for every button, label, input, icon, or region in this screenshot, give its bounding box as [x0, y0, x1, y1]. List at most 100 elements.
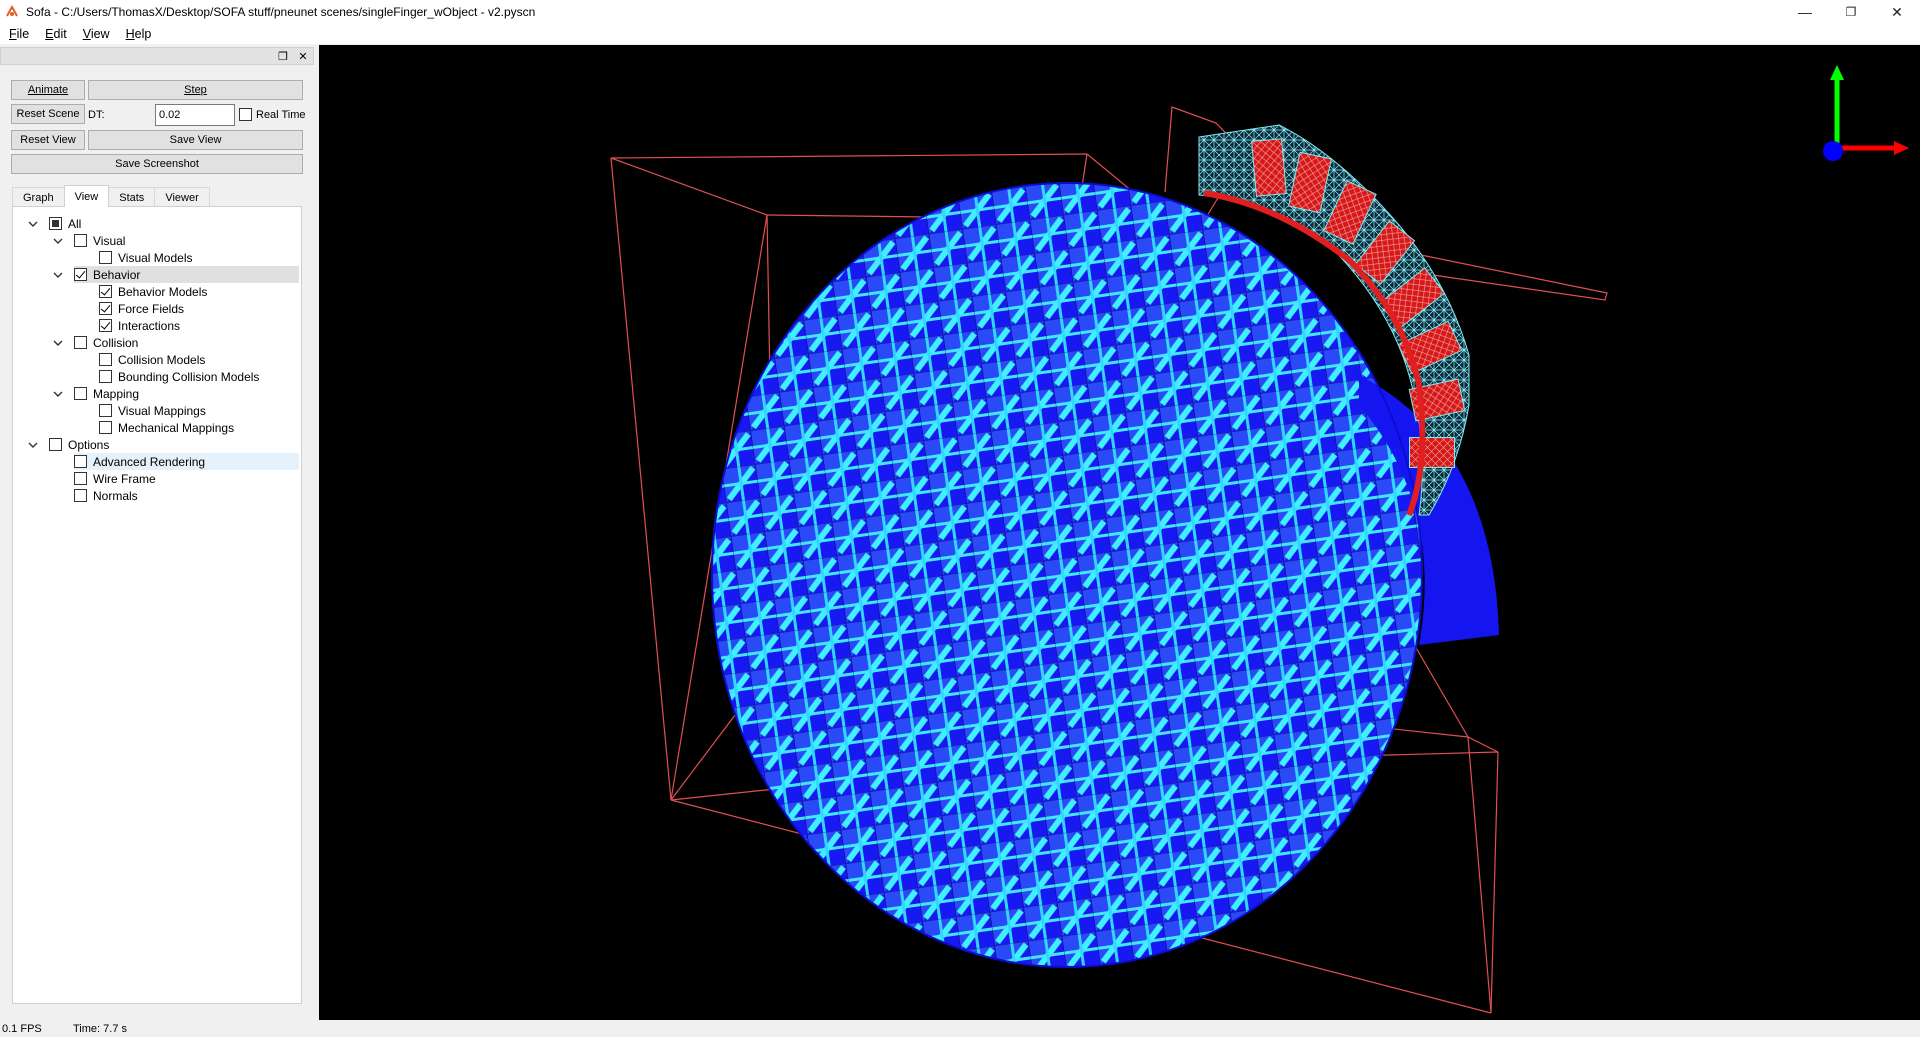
title-bar: Sofa - C:/Users/ThomasX/Desktop/SOFA stu…	[0, 0, 1920, 24]
tree-item-label: Behavior Models	[118, 284, 208, 299]
tab-view[interactable]: View	[63, 185, 110, 207]
close-window-button[interactable]: ✕	[1874, 0, 1920, 24]
checkbox[interactable]	[74, 489, 87, 502]
bounding-box-edge	[1490, 751, 1499, 1014]
checkbox[interactable]	[74, 387, 87, 400]
control-panel: ❐ ✕ Animate Step Reset Scene DT: Real Ti…	[0, 45, 316, 1020]
tree-item-label: Wire Frame	[93, 471, 156, 486]
deformable-sphere	[712, 183, 1422, 967]
window-title: Sofa - C:/Users/ThomasX/Desktop/SOFA stu…	[26, 5, 536, 19]
tree-item-collision-models[interactable]: Collision Models	[99, 351, 299, 368]
tree-item-label: Mechanical Mappings	[118, 420, 235, 435]
chevron-down-icon[interactable]	[52, 235, 64, 247]
checkbox[interactable]	[99, 319, 112, 332]
restore-button[interactable]: ❐	[1828, 0, 1874, 24]
checkbox[interactable]	[74, 472, 87, 485]
tab-graph[interactable]: Graph	[12, 187, 65, 207]
checkbox[interactable]	[49, 217, 62, 230]
save-view-button[interactable]: Save View	[88, 130, 303, 150]
tree-item-label: Collision	[93, 335, 139, 350]
tab-stats[interactable]: Stats	[108, 187, 156, 207]
x-axis-arrow	[1894, 141, 1909, 155]
close-dock-button[interactable]: ✕	[295, 48, 311, 64]
dock-header: ❐ ✕	[0, 47, 314, 65]
tree-item-label: Visual	[93, 233, 126, 248]
sofa-app-icon	[6, 4, 18, 17]
tree-item-wire-frame[interactable]: Wire Frame	[74, 470, 299, 487]
dt-input[interactable]	[155, 104, 235, 126]
tree-item-behavior[interactable]: Behavior	[74, 266, 299, 283]
menu-file[interactable]: File	[9, 27, 30, 41]
minimize-button[interactable]: —	[1782, 0, 1828, 24]
close-icon: ✕	[298, 50, 308, 63]
reset-view-button[interactable]: Reset View	[11, 130, 85, 150]
checkbox[interactable]	[99, 370, 112, 383]
tree-item-label: Collision Models	[118, 352, 206, 367]
restore-icon: ❐	[1845, 5, 1857, 19]
time-readout: Time: 7.7 s	[73, 1023, 127, 1035]
checkbox[interactable]	[49, 438, 62, 451]
bounding-box-edge	[610, 157, 672, 801]
checkbox[interactable]	[99, 251, 112, 264]
checkbox[interactable]	[99, 285, 112, 298]
finger-bounding-box	[1418, 254, 1608, 301]
tree-item-label: Visual Mappings	[118, 403, 206, 418]
minimize-icon: —	[1798, 4, 1812, 20]
step-button[interactable]: Step	[88, 80, 303, 100]
save-screenshot-button[interactable]: Save Screenshot	[11, 154, 303, 174]
checkbox[interactable]	[74, 268, 87, 281]
status-bar: 0.1 FPS Time: 7.7 s	[0, 1020, 1920, 1037]
chevron-down-icon[interactable]	[52, 269, 64, 281]
tree-item-force-fields[interactable]: Force Fields	[99, 300, 299, 317]
bounding-box-edge	[1467, 736, 1492, 1014]
panel-tabs: Graph View Stats Viewer	[12, 185, 210, 207]
finger-air-chamber	[1251, 138, 1287, 197]
bounding-box-edge	[610, 153, 1088, 159]
tree-item-all[interactable]: All	[49, 215, 299, 232]
3d-viewport[interactable]	[319, 45, 1920, 1020]
chevron-down-icon[interactable]	[27, 439, 39, 451]
checkbox[interactable]	[74, 336, 87, 349]
tree-item-collision[interactable]: Collision	[74, 334, 299, 351]
tree-item-label: All	[68, 216, 82, 231]
menu-edit[interactable]: Edit	[45, 27, 67, 41]
reset-scene-button[interactable]: Reset Scene	[11, 104, 85, 124]
finger-air-chamber	[1288, 151, 1332, 214]
menu-help[interactable]: Help	[125, 27, 152, 41]
tree-item-label: Interactions	[118, 318, 181, 333]
tree-item-label: Options	[68, 437, 110, 452]
chevron-down-icon[interactable]	[27, 218, 39, 230]
fps-readout: 0.1 FPS	[2, 1023, 42, 1035]
chevron-down-icon[interactable]	[52, 337, 64, 349]
tree-item-label: Visual Models	[118, 250, 193, 265]
tree-item-advanced-rendering[interactable]: Advanced Rendering	[74, 453, 299, 470]
sphere-outline	[711, 182, 1423, 968]
tree-item-visual-models[interactable]: Visual Models	[99, 249, 299, 266]
animate-button[interactable]: Animate	[11, 80, 85, 100]
tree-item-visual[interactable]: Visual	[74, 232, 299, 249]
checkbox[interactable]	[99, 302, 112, 315]
z-axis	[1823, 141, 1843, 161]
float-dock-button[interactable]: ❐	[275, 48, 291, 64]
tree-item-interactions[interactable]: Interactions	[99, 317, 299, 334]
checkbox[interactable]	[99, 404, 112, 417]
tree-item-label: Behavior	[93, 267, 141, 282]
checkbox[interactable]	[99, 353, 112, 366]
dt-label: DT:	[88, 109, 105, 121]
real-time-checkbox[interactable]	[239, 108, 252, 121]
checkbox[interactable]	[74, 234, 87, 247]
tab-viewer[interactable]: Viewer	[154, 187, 210, 207]
scene-render[interactable]	[319, 45, 1920, 1020]
menu-view[interactable]: View	[82, 27, 110, 41]
chevron-down-icon[interactable]	[52, 388, 64, 400]
tree-item-mapping[interactable]: Mapping	[74, 385, 299, 402]
view-options-tree: All Visual Visual Models Behavior Behavior M…	[12, 206, 302, 1004]
tree-item-behavior-models[interactable]: Behavior Models	[99, 283, 299, 300]
tree-item-options[interactable]: Options	[49, 436, 299, 453]
tree-item-mechanical-mappings[interactable]: Mechanical Mappings	[99, 419, 299, 436]
tree-item-visual-mappings[interactable]: Visual Mappings	[99, 402, 299, 419]
checkbox[interactable]	[74, 455, 87, 468]
checkbox[interactable]	[99, 421, 112, 434]
tree-item-normals[interactable]: Normals	[74, 487, 299, 504]
tree-item-bounding-collision-models[interactable]: Bounding Collision Models	[99, 368, 299, 385]
